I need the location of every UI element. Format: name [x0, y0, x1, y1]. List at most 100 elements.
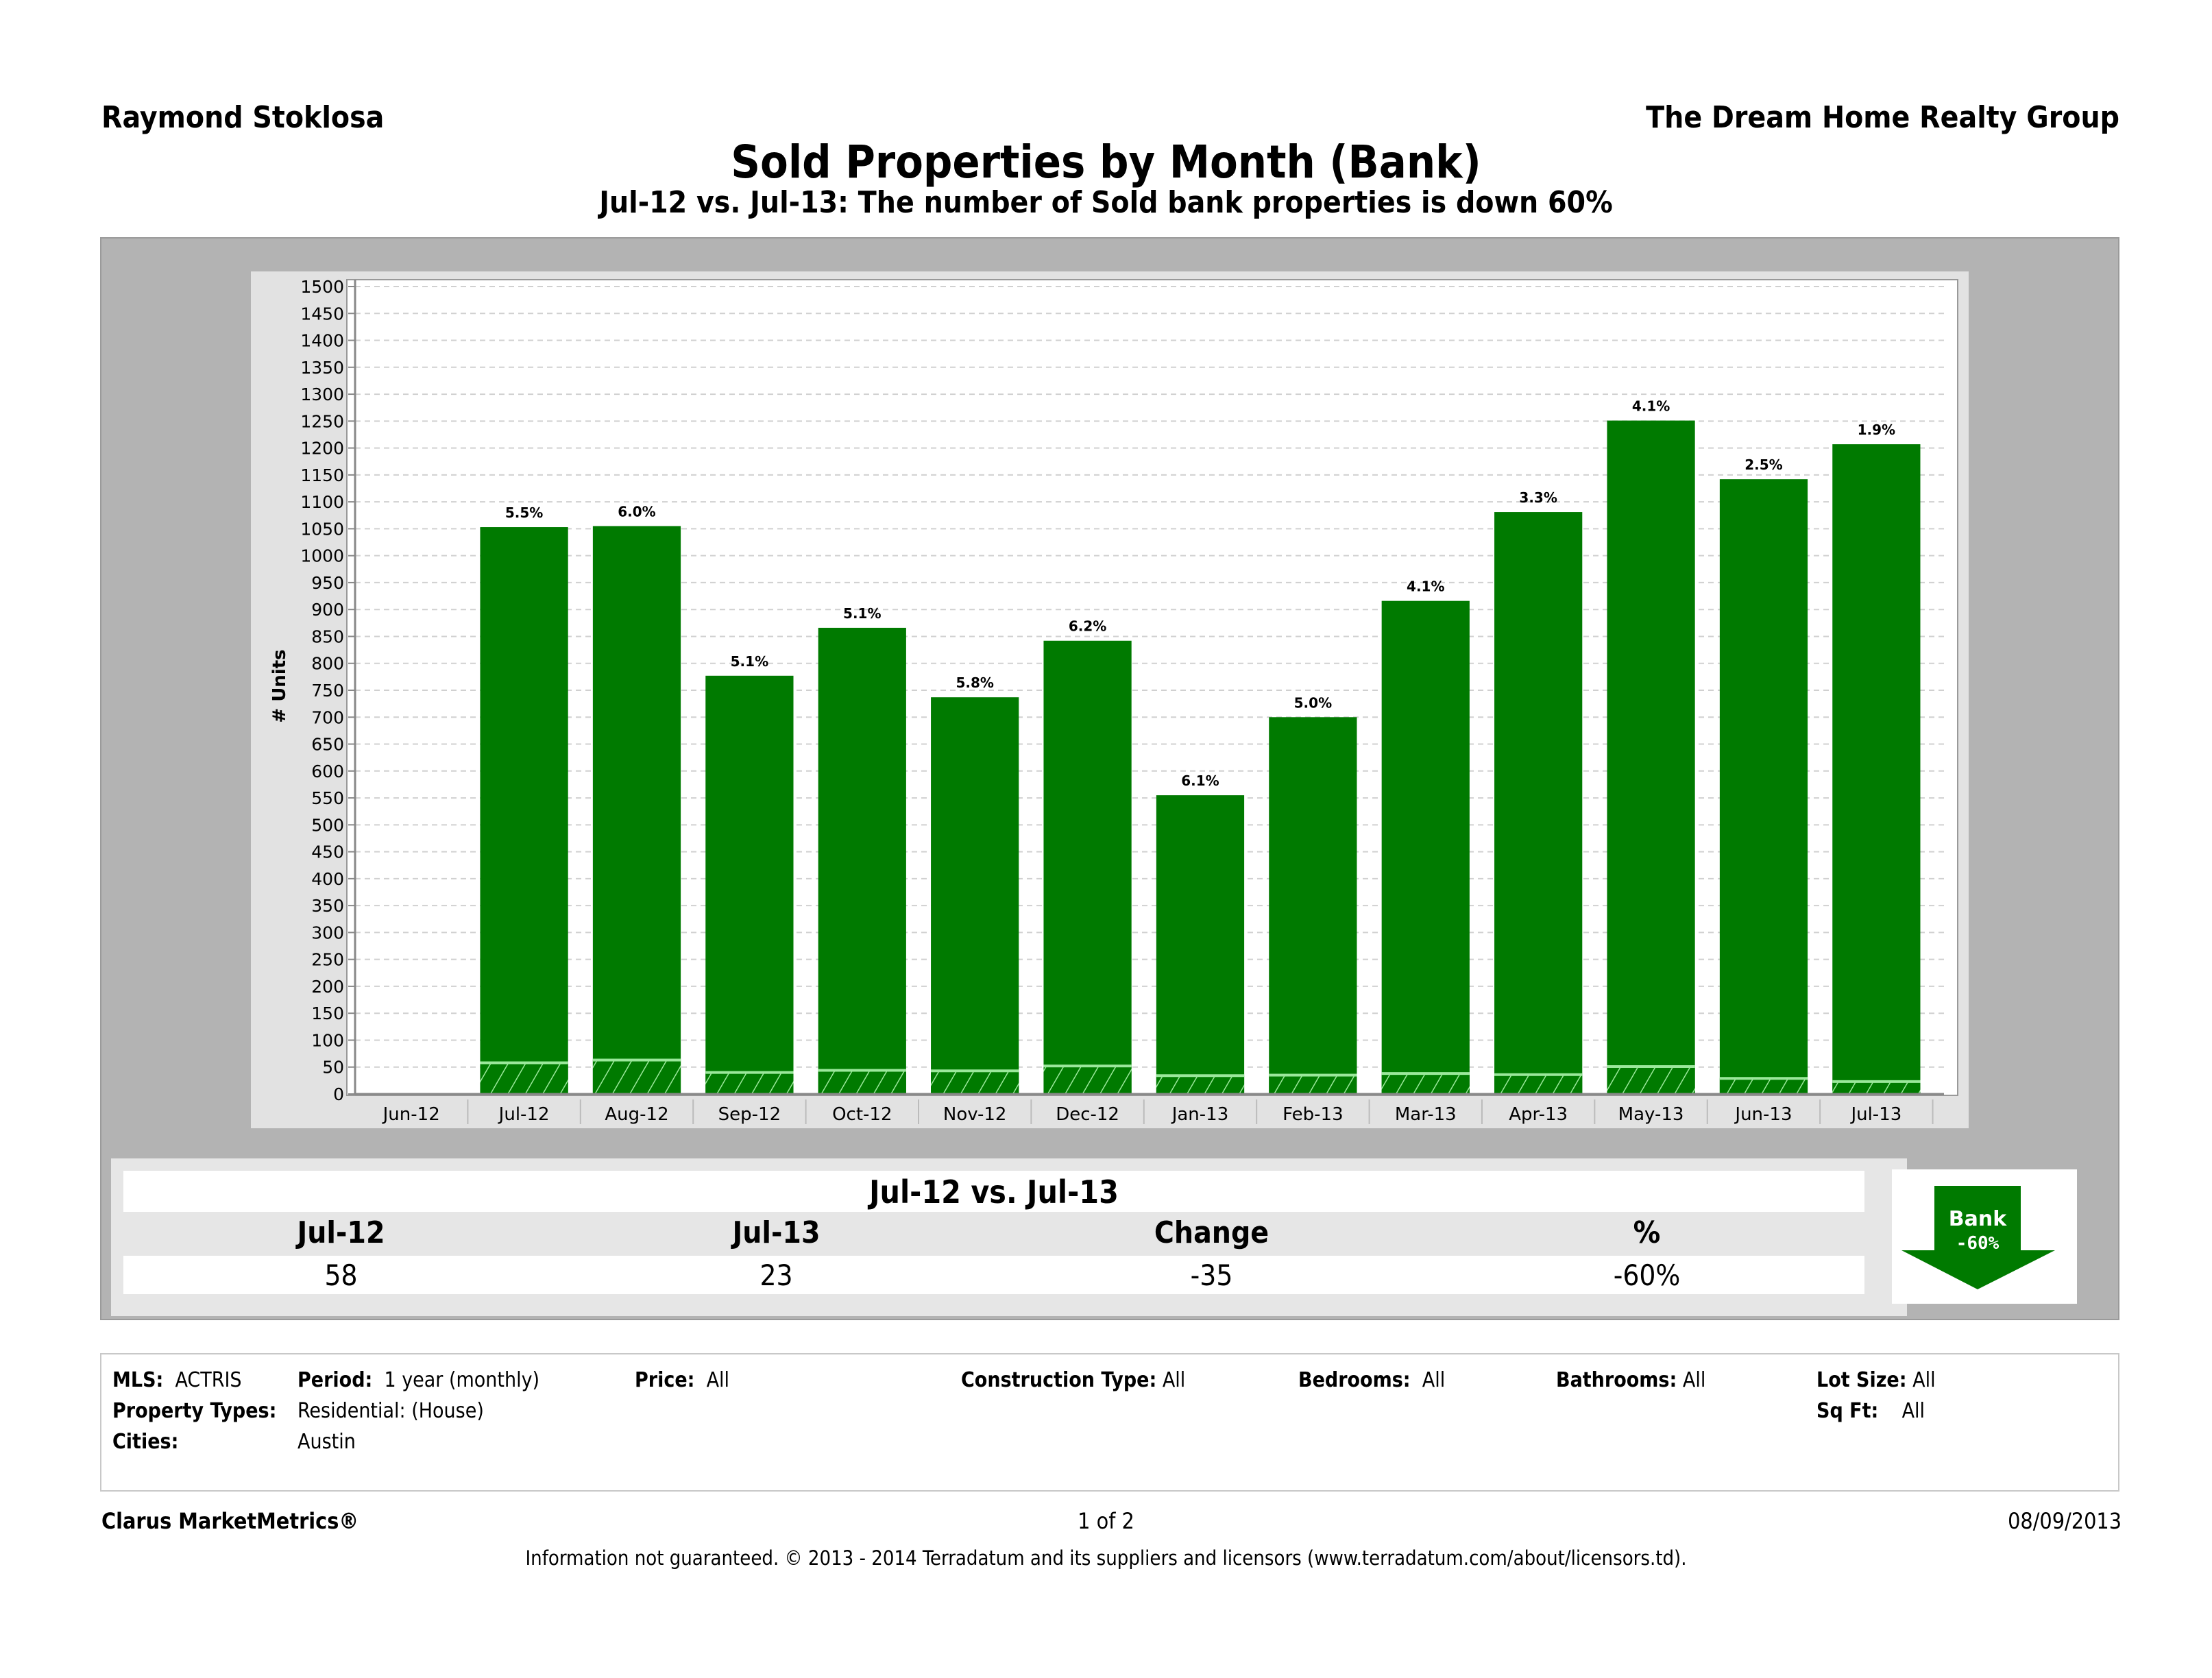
y-tick-label: 1450: [300, 304, 344, 324]
data-label: 5.0%: [1294, 694, 1332, 711]
filter-sqft: Sq Ft: All: [1816, 1399, 1925, 1423]
x-tick-label: Nov-12: [943, 1104, 1007, 1125]
x-tick-label: Jul-12: [498, 1104, 550, 1125]
bar-total-nov-12: [931, 697, 1019, 1094]
disclaimer: Information not guaranteed. © 2013 - 201…: [525, 1546, 1687, 1570]
data-label: 6.1%: [1181, 773, 1219, 789]
y-tick-label: 150: [311, 1004, 344, 1023]
header-percent: %: [1633, 1215, 1661, 1250]
filter-construction: Construction Type: All: [961, 1368, 1186, 1392]
value-change: -35: [1190, 1258, 1233, 1292]
bar-bank-apr-13: [1494, 1074, 1583, 1094]
data-label: 5.1%: [731, 653, 768, 670]
filter-period: Period: 1 year (monthly): [297, 1368, 540, 1392]
y-tick-label: 1100: [300, 492, 344, 512]
plot-background: [346, 279, 1958, 1096]
bar-bank-jun-13: [1719, 1078, 1808, 1094]
data-label: 5.8%: [956, 674, 993, 691]
filter-lot-size: Lot Size: All: [1816, 1368, 1936, 1392]
y-tick-label: 50: [322, 1058, 344, 1078]
filter-bathrooms: Bathrooms: All: [1556, 1368, 1706, 1392]
data-label: 6.0%: [618, 503, 655, 520]
company-name: The Dream Home Realty Group: [1646, 100, 2119, 135]
y-tick-label: 1050: [300, 519, 344, 539]
x-tick-label: Jun-12: [382, 1104, 440, 1125]
badge-label: Bank: [1949, 1207, 2007, 1231]
data-label: 4.1%: [1632, 398, 1670, 415]
x-tick-label: Dec-12: [1056, 1104, 1119, 1125]
y-tick-label: 900: [311, 600, 344, 620]
down-arrow-icon: Bank -60%: [1901, 1186, 2055, 1289]
x-tick-label: Jun-13: [1734, 1104, 1792, 1125]
x-tick-label: Jul-13: [1849, 1104, 1901, 1125]
bar-total-aug-12: [592, 526, 681, 1094]
y-tick-label: 500: [311, 815, 344, 835]
bar-bank-aug-12: [592, 1060, 681, 1094]
comparison-title: Jul-12 vs. Jul-13: [123, 1171, 1864, 1212]
y-tick-label: 250: [311, 950, 344, 970]
y-tick-label: 1250: [300, 411, 344, 431]
value-percent: -60%: [1613, 1258, 1681, 1292]
header-jul-13: Jul-13: [732, 1215, 821, 1250]
comparison-value-row: 58 23 -35 -60%: [123, 1256, 1864, 1294]
x-tick-label: Sep-12: [718, 1104, 781, 1125]
y-tick-label: 650: [311, 735, 344, 755]
agent-name: Raymond Stoklosa: [101, 100, 385, 135]
y-tick-label: 100: [311, 1030, 344, 1050]
y-tick-label: 950: [311, 573, 344, 593]
y-tick-label: 850: [311, 627, 344, 646]
x-tick-label: Feb-13: [1283, 1104, 1344, 1125]
y-tick-label: 1200: [300, 439, 344, 459]
filter-cities-value: Austin: [297, 1430, 356, 1454]
filter-bedrooms: Bedrooms: All: [1298, 1368, 1446, 1392]
y-tick-label: 0: [333, 1084, 344, 1104]
change-badge: Bank -60%: [1892, 1169, 2077, 1304]
bar-total-may-13: [1607, 420, 1695, 1094]
bar-total-jul-13: [1832, 444, 1921, 1094]
y-tick-label: 300: [311, 923, 344, 943]
report-subtitle: Jul-12 vs. Jul-13: The number of Sold ba…: [599, 185, 1613, 220]
y-axis-label: # Units: [269, 649, 290, 722]
filter-property-types: Property Types:: [112, 1399, 277, 1423]
y-tick-label: 1400: [300, 331, 344, 351]
x-axis: Jun-12 Jul-12 Aug-12 Sep-12 Oct-12 Nov-12 Dec-…: [355, 1093, 1944, 1125]
comparison-header-row: Jul-12 Jul-13 Change %: [123, 1213, 1864, 1253]
bar-bank-jan-13: [1156, 1075, 1245, 1094]
report-date: 08/09/2013: [2008, 1508, 2122, 1534]
bar-total-mar-13: [1381, 600, 1470, 1094]
x-tick-label: May-13: [1618, 1104, 1684, 1125]
header-change: Change: [1154, 1215, 1269, 1250]
data-label: 5.1%: [843, 605, 881, 622]
filter-cities: Cities:: [112, 1430, 179, 1454]
data-label: 6.2%: [1069, 618, 1106, 635]
filter-criteria: MLS: ACTRIS Period: 1 year (monthly) Pri…: [100, 1353, 2119, 1492]
bar-bank-oct-12: [818, 1070, 906, 1094]
y-axis: 0 50 100 150 200 250 300 350 400 450 500 550 600 650 7…: [300, 277, 356, 1104]
bar-bank-may-13: [1607, 1066, 1695, 1094]
header-jul-12: Jul-12: [297, 1215, 385, 1250]
y-tick-label: 450: [311, 842, 344, 862]
bar-total-apr-13: [1494, 512, 1583, 1094]
y-tick-label: 600: [311, 762, 344, 781]
bar-total-oct-12: [818, 627, 906, 1094]
comparison-summary: Jul-12 vs. Jul-13 Jul-12 Jul-13 Change %…: [111, 1158, 1907, 1316]
y-tick-label: 800: [311, 654, 344, 674]
report-title: Sold Properties by Month (Bank): [731, 136, 1481, 189]
bar-bank-nov-12: [931, 1071, 1019, 1094]
x-tick-label: Apr-13: [1509, 1104, 1568, 1125]
footer-brand: Clarus MarketMetrics®: [101, 1508, 359, 1534]
bar-chart: 0 50 100 150 200 250 300 350 400 450 500 550 600 650 7…: [269, 277, 1958, 1125]
y-tick-label: 1000: [300, 546, 344, 566]
filter-price: Price: All: [635, 1368, 730, 1392]
data-label: 1.9%: [1858, 422, 1895, 438]
data-label: 2.5%: [1745, 457, 1782, 473]
y-tick-label: 350: [311, 896, 344, 916]
data-label: 5.5%: [505, 504, 543, 521]
x-tick-label: Oct-12: [832, 1104, 892, 1125]
y-tick-label: 1150: [300, 465, 344, 485]
bar-total-feb-13: [1269, 717, 1357, 1094]
data-label: 3.3%: [1519, 489, 1557, 506]
y-tick-label: 750: [311, 681, 344, 701]
value-jul-13: 23: [759, 1258, 793, 1292]
chart-area: 0 50 100 150 200 250 300 350 400 450 500 550 600 650 7…: [251, 271, 1969, 1128]
